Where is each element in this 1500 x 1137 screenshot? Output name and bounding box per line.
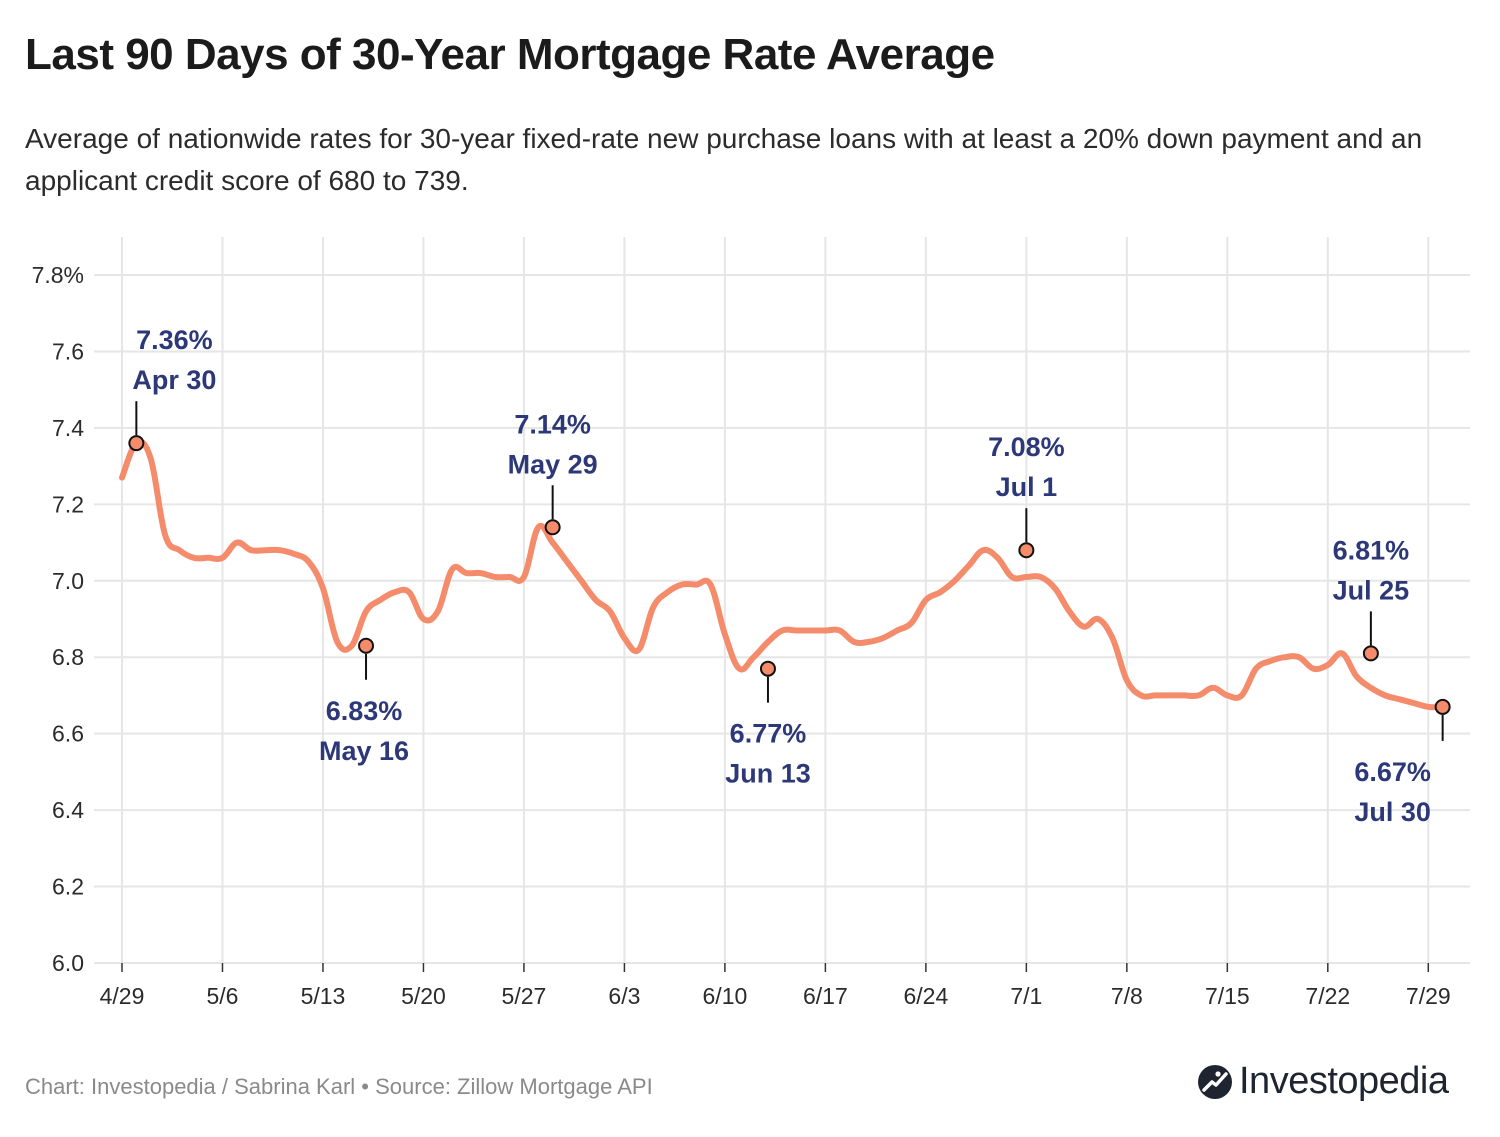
annotation-marker <box>1362 645 1379 662</box>
x-tick-label: 7/22 <box>1305 983 1350 1009</box>
annotation-date: Jul 30 <box>1354 797 1431 827</box>
annotation-value: 6.83% <box>326 696 403 726</box>
annotation-date: Jul 25 <box>1333 575 1410 605</box>
annotation-marker <box>1434 698 1451 715</box>
y-tick-label: 6.8 <box>52 644 84 670</box>
annotation-value: 7.14% <box>514 409 591 439</box>
x-tick-label: 7/15 <box>1205 983 1250 1009</box>
y-tick-label: 6.2 <box>52 874 84 900</box>
series-group <box>119 438 1446 711</box>
annotation-marker <box>759 660 776 677</box>
x-tick-label: 5/13 <box>301 983 346 1009</box>
annotations: 7.36% Apr 30 6.83% May 16 7.14% May 29 6.77% Ju… <box>128 325 1451 827</box>
y-tick-label: 6.6 <box>52 721 84 747</box>
annotation-marker <box>128 435 145 452</box>
x-tick-label: 7/8 <box>1111 983 1143 1009</box>
annotation-value: 6.81% <box>1333 535 1410 565</box>
x-tick-label: 5/20 <box>401 983 446 1009</box>
grid-lines <box>94 237 1470 964</box>
annotation-marker <box>358 637 375 654</box>
investopedia-mark-icon <box>1198 1064 1232 1099</box>
annotation-date: May 16 <box>319 736 409 766</box>
annotation-value: 7.36% <box>136 325 213 355</box>
x-tick-label: 5/27 <box>502 983 547 1009</box>
brand-name: Investopedia <box>1239 1060 1449 1102</box>
annotation-date: Jun 13 <box>725 759 811 789</box>
x-tick-label: 6/24 <box>903 983 948 1009</box>
y-tick-label: 7.2 <box>52 491 84 517</box>
annotation-date: May 29 <box>508 449 598 479</box>
y-tick-label: 6.4 <box>52 797 84 823</box>
x-axis: 4/29 5/6 5/13 5/20 5/27 6/3 6/10 6/17 6/24 7/1 7/8… <box>100 963 1451 1009</box>
x-tick-label: 5/6 <box>206 983 238 1009</box>
rate-line <box>119 438 1446 711</box>
x-tick-label: 7/29 <box>1406 983 1451 1009</box>
source-credit: Chart: Investopedia / Sabrina Karl • Sou… <box>25 1074 653 1099</box>
y-axis: 7.8% 7.6 7.4 7.2 7.0 6.8 6.6 6.4 6.2 6.0 <box>32 262 85 976</box>
investopedia-logo[interactable]: Investopedia <box>1197 1060 1449 1103</box>
chart-title: Last 90 Days of 30-Year Mortgage Rate Av… <box>25 30 995 79</box>
y-tick-label: 7.0 <box>52 568 84 594</box>
y-tick-label: 6.0 <box>52 950 84 976</box>
x-tick-label: 4/29 <box>100 983 145 1009</box>
x-tick-label: 7/1 <box>1010 983 1042 1009</box>
annotation-value: 7.08% <box>988 432 1065 462</box>
x-tick-label: 6/3 <box>608 983 640 1009</box>
y-tick-label: 7.4 <box>52 415 84 441</box>
annotation-value: 6.67% <box>1354 757 1431 787</box>
y-tick-label: 7.6 <box>52 338 84 364</box>
annotation-date: Apr 30 <box>132 365 216 395</box>
x-tick-label: 6/10 <box>703 983 748 1009</box>
annotation-marker <box>1018 542 1035 559</box>
y-tick-label: 7.8% <box>32 262 84 288</box>
x-tick-label: 6/17 <box>803 983 848 1009</box>
annotation-value: 6.77% <box>730 719 807 749</box>
chart-subtitle: Average of nationwide rates for 30-year … <box>25 123 1423 196</box>
annotation-date: Jul 1 <box>996 472 1058 502</box>
annotation-marker <box>544 519 561 536</box>
